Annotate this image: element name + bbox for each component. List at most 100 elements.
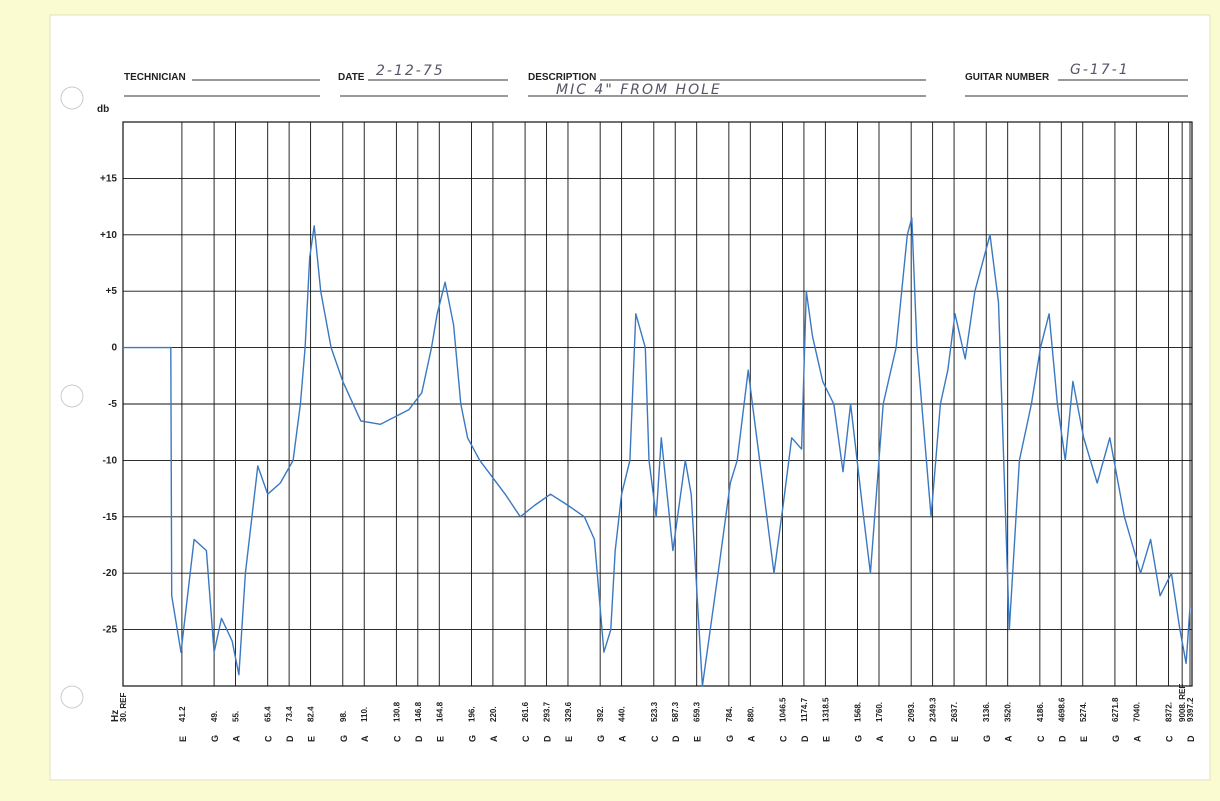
- x-tick-label: 523.3: [650, 701, 659, 722]
- x-tick-note: C: [264, 735, 274, 742]
- x-tick-label: 4698.6: [1057, 697, 1066, 722]
- x-tick-label: 784.: [725, 706, 734, 722]
- y-tick-label: -15: [103, 512, 118, 523]
- x-tick-label: 392.: [596, 706, 605, 722]
- x-tick-note: C: [778, 735, 788, 742]
- x-tick-label: 659.3: [693, 701, 702, 722]
- x-tick-note: G: [210, 735, 220, 742]
- x-tick-note: G: [467, 735, 477, 742]
- description-value: MIC 4" FROM HOLE: [556, 82, 722, 98]
- x-tick-note: A: [1004, 735, 1014, 742]
- x-tick-note: D: [800, 735, 810, 742]
- x-tick-note: C: [907, 735, 917, 742]
- x-tick-note: A: [618, 735, 628, 742]
- x-tick-note: A: [489, 735, 499, 742]
- paper: [49, 14, 1211, 781]
- x-tick-note: D: [1057, 735, 1067, 742]
- x-tick-note: G: [725, 735, 735, 742]
- x-tick-note: G: [854, 735, 864, 742]
- x-tick-label: 9008. REF: [1178, 684, 1187, 722]
- x-tick-label: 440.: [618, 706, 627, 722]
- y-tick-label: +10: [100, 230, 117, 241]
- x-tick-label: 7040.: [1132, 702, 1141, 722]
- x-tick-note: C: [521, 735, 531, 742]
- x-tick-label: 1568.: [854, 702, 863, 722]
- x-tick-note: C: [1165, 735, 1175, 742]
- x-tick-label: 3136.: [982, 702, 991, 722]
- x-tick-note: C: [392, 735, 402, 742]
- x-tick-label: 49.: [210, 711, 219, 722]
- x-tick-note: G: [1111, 735, 1121, 742]
- description-label: DESCRIPTION: [528, 72, 596, 83]
- x-tick-note: G: [596, 735, 606, 742]
- x-tick-label: 2637.: [950, 702, 959, 722]
- x-tick-label: 65.4: [264, 706, 273, 722]
- x-tick-label: 1760.: [875, 702, 884, 722]
- x-tick-note: D: [929, 735, 939, 742]
- response-curve: [123, 217, 1191, 687]
- x-tick-label: 2093.: [907, 702, 916, 722]
- x-tick-label: 9397.2: [1186, 697, 1195, 722]
- x-tick-note: C: [650, 735, 660, 742]
- x-tick-label: 41.2: [178, 706, 187, 722]
- x-tick-note: D: [414, 735, 424, 742]
- x-tick-label: 880.: [746, 706, 755, 722]
- x-tick-label: 6271.8: [1111, 697, 1120, 722]
- x-tick-note: A: [360, 735, 370, 742]
- punch-hole: [60, 86, 84, 110]
- x-tick-label: 1318.5: [821, 697, 830, 722]
- x-tick-label: 146.8: [414, 701, 423, 722]
- x-tick-note: E: [564, 736, 574, 742]
- x-tick-label: 196.: [467, 706, 476, 722]
- x-tick-label: 5274.: [1079, 702, 1088, 722]
- x-tick-label: 4186.: [1036, 702, 1045, 722]
- y-tick-label: +15: [100, 173, 117, 184]
- punch-hole: [60, 384, 84, 408]
- x-tick-label: 73.4: [285, 706, 294, 722]
- x-tick-note: E: [950, 736, 960, 742]
- x-tick-label: 98.: [339, 711, 348, 722]
- x-tick-label: 587.3: [671, 701, 680, 722]
- x-tick-label: 55.: [232, 711, 241, 722]
- x-tick-label: 30. REF: [119, 693, 128, 722]
- x-tick-note: A: [746, 735, 756, 742]
- x-tick-note: E: [821, 736, 831, 742]
- y-tick-label: +5: [106, 286, 118, 297]
- x-tick-label: 2349.3: [929, 697, 938, 722]
- y-tick-label: -25: [103, 625, 118, 636]
- x-tick-note: C: [1036, 735, 1046, 742]
- x-tick-note: G: [982, 735, 992, 742]
- y-tick-label: 0: [111, 343, 117, 354]
- guitar-number-label: GUITAR NUMBER: [965, 72, 1050, 83]
- y-tick-label: -5: [108, 399, 117, 410]
- y-axis-label: db: [97, 104, 109, 115]
- x-tick-note: A: [875, 735, 885, 742]
- x-tick-label: 329.6: [564, 701, 573, 722]
- x-tick-note: D: [1186, 735, 1196, 742]
- x-tick-label: 3520.: [1004, 702, 1013, 722]
- x-tick-note: D: [671, 735, 681, 742]
- x-tick-note: E: [178, 736, 188, 742]
- y-tick-label: -20: [103, 568, 118, 579]
- x-tick-label: 1174.7: [800, 697, 809, 722]
- y-tick-label: -10: [103, 455, 118, 466]
- x-tick-note: A: [1132, 735, 1142, 742]
- x-tick-label: 1046.5: [778, 697, 787, 722]
- x-tick-note: E: [693, 736, 703, 742]
- x-tick-label: 8372.: [1165, 702, 1174, 722]
- date-value: 2-12-75: [376, 63, 445, 79]
- x-tick-note: E: [1079, 736, 1089, 742]
- x-tick-label: 293.7: [543, 701, 552, 722]
- technician-label: TECHNICIAN: [124, 72, 186, 83]
- x-tick-label: 261.6: [521, 701, 530, 722]
- x-tick-note: D: [543, 735, 553, 742]
- punch-hole: [60, 685, 84, 709]
- x-axis-label: Hz: [110, 710, 121, 722]
- x-tick-note: E: [435, 736, 445, 742]
- guitar-number-value: G-17-1: [1070, 62, 1130, 78]
- x-tick-label: 130.8: [392, 701, 401, 722]
- x-tick-label: 164.8: [435, 701, 444, 722]
- x-tick-note: A: [232, 735, 242, 742]
- x-tick-label: 220.: [489, 706, 498, 722]
- x-tick-note: G: [339, 735, 349, 742]
